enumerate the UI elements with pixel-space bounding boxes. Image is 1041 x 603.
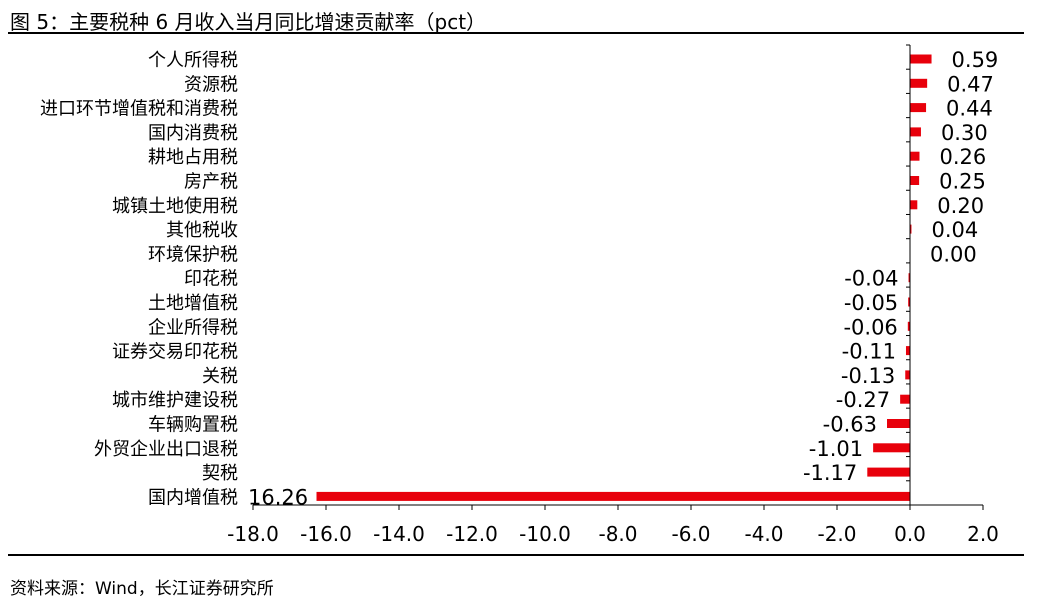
x-tick-label: -16.0 bbox=[300, 522, 352, 546]
bar bbox=[905, 346, 910, 356]
bar bbox=[910, 176, 920, 185]
bar bbox=[908, 297, 910, 307]
category-label: 证券交易印花税 bbox=[112, 342, 238, 363]
bar bbox=[910, 78, 928, 88]
category-label: 城市维护建设税 bbox=[112, 390, 238, 411]
category-label: 房产税 bbox=[184, 172, 238, 193]
value-label: -0.05 bbox=[844, 291, 898, 315]
category-label: 车辆购置税 bbox=[148, 415, 238, 436]
bar bbox=[910, 200, 918, 210]
x-tick-label: 2.0 bbox=[967, 522, 999, 546]
value-label: -0.27 bbox=[836, 388, 890, 412]
category-label: 土地增值税 bbox=[148, 293, 238, 314]
bar bbox=[910, 103, 927, 113]
category-label: 外贸企业出口退税 bbox=[94, 439, 238, 460]
category-label: 耕地占用税 bbox=[148, 147, 238, 168]
bar bbox=[900, 394, 910, 404]
bar bbox=[867, 467, 910, 477]
bar bbox=[908, 273, 910, 283]
value-label: 0.25 bbox=[939, 170, 986, 194]
category-label: 城镇土地使用税 bbox=[112, 196, 238, 217]
value-label: 0.04 bbox=[931, 218, 978, 242]
bar bbox=[316, 491, 910, 501]
value-label: 0.00 bbox=[930, 242, 977, 266]
chart-title: 图 5：主要税种 6 月收入当月同比增速贡献率（pct） bbox=[10, 10, 487, 34]
value-label: -0.11 bbox=[842, 340, 896, 364]
value-label: 0.47 bbox=[947, 72, 994, 96]
value-label: 16.26 bbox=[248, 485, 308, 509]
value-label: 0.30 bbox=[941, 121, 988, 145]
bar bbox=[907, 321, 910, 331]
bar bbox=[887, 419, 910, 428]
value-label: -1.17 bbox=[803, 461, 857, 485]
value-label: 0.20 bbox=[937, 194, 984, 218]
bar bbox=[905, 370, 910, 380]
x-tick-label: -8.0 bbox=[598, 522, 637, 546]
bar bbox=[910, 54, 932, 64]
category-label: 个人所得税 bbox=[148, 50, 238, 71]
category-label: 关税 bbox=[202, 366, 238, 387]
bottom-rule bbox=[8, 554, 1024, 556]
value-label: -0.63 bbox=[823, 413, 877, 437]
x-tick-label: 0.0 bbox=[894, 522, 926, 546]
x-tick-label: -18.0 bbox=[227, 522, 279, 546]
value-label: 0.44 bbox=[946, 97, 993, 121]
category-label: 资源税 bbox=[184, 74, 238, 95]
category-label: 契税 bbox=[202, 463, 238, 484]
category-label: 其他税收 bbox=[166, 220, 238, 241]
category-label: 进口环节增值税和消费税 bbox=[40, 99, 238, 120]
x-tick-label: -14.0 bbox=[373, 522, 425, 546]
category-label: 国内消费税 bbox=[148, 123, 238, 144]
top-rule bbox=[8, 32, 1024, 34]
value-label: 0.59 bbox=[952, 48, 999, 72]
value-label: 0.26 bbox=[939, 145, 986, 169]
x-tick-label: -12.0 bbox=[446, 522, 498, 546]
category-label: 企业所得税 bbox=[148, 317, 238, 338]
category-label: 印花税 bbox=[184, 269, 238, 290]
x-tick-label: -4.0 bbox=[744, 522, 783, 546]
bar bbox=[910, 127, 921, 137]
category-label: 国内增值税 bbox=[148, 487, 238, 508]
value-label: -0.13 bbox=[841, 364, 895, 388]
value-label: -0.04 bbox=[844, 267, 898, 291]
x-tick-label: -6.0 bbox=[671, 522, 710, 546]
x-tick-label: -10.0 bbox=[519, 522, 571, 546]
bar bbox=[910, 151, 920, 161]
source-note: 资料来源：Wind，长江证券研究所 bbox=[10, 579, 274, 599]
x-tick-label: -2.0 bbox=[817, 522, 856, 546]
bar bbox=[910, 224, 912, 234]
value-label: -0.06 bbox=[843, 315, 897, 339]
category-label: 环境保护税 bbox=[148, 244, 238, 265]
value-label: -1.01 bbox=[809, 437, 863, 461]
bar bbox=[873, 443, 910, 453]
